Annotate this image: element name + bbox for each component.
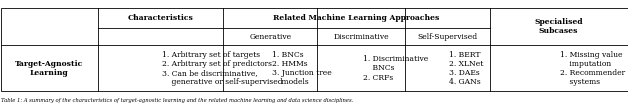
Text: Generative: Generative	[249, 33, 291, 41]
Text: 1. Arbitrary set of targets
2. Arbitrary set of predictors
3. Can be discriminat: 1. Arbitrary set of targets 2. Arbitrary…	[162, 51, 283, 86]
Text: Specialised
Subcases: Specialised Subcases	[534, 18, 583, 35]
Text: Characteristics: Characteristics	[127, 14, 193, 22]
Text: 1. Missing value
    imputation
2. Recommender
    systems: 1. Missing value imputation 2. Recommend…	[560, 51, 625, 86]
Text: Table 1: A summary of the characteristics of target-agnostic learning and the re: Table 1: A summary of the characteristic…	[1, 98, 353, 103]
Text: Discriminative: Discriminative	[333, 33, 389, 41]
Text: Self-Supervised: Self-Supervised	[417, 33, 477, 41]
Text: Related Machine Learning Approaches: Related Machine Learning Approaches	[273, 14, 440, 22]
Text: Target-Agnostic
Learning: Target-Agnostic Learning	[15, 60, 83, 77]
Text: 1. BNCs
2. HMMs
3. Junction tree
    models: 1. BNCs 2. HMMs 3. Junction tree models	[272, 51, 332, 86]
Text: 1. BERT
2. XLNet
3. DAEs
4. GANs: 1. BERT 2. XLNet 3. DAEs 4. GANs	[449, 51, 483, 86]
Text: 1. Discriminative
    BNCs
2. CRFs: 1. Discriminative BNCs 2. CRFs	[363, 55, 428, 82]
